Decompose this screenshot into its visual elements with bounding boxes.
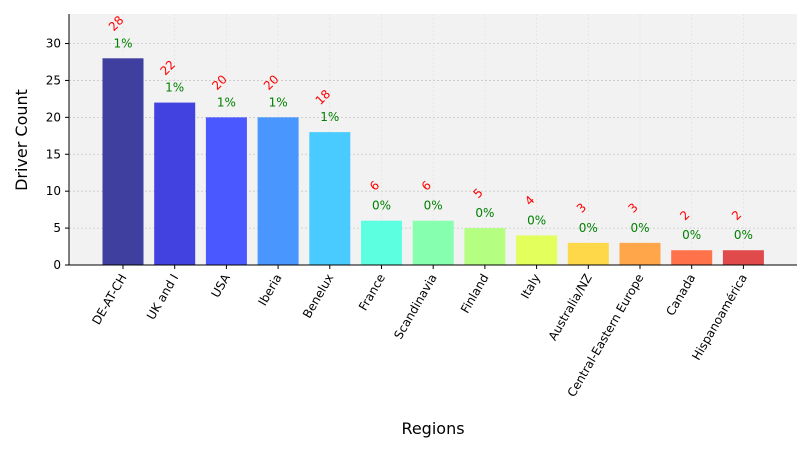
y-tick-label: 10 bbox=[46, 184, 61, 198]
percent-label: 0% bbox=[527, 213, 546, 227]
y-ticks-group: 0 5 10 15 20 25 30 bbox=[46, 37, 69, 272]
bar bbox=[722, 250, 764, 265]
x-axis-title: Regions bbox=[401, 419, 464, 438]
x-tick-label: Scandinavia bbox=[391, 272, 440, 342]
x-tick-label: Finland bbox=[458, 272, 492, 316]
y-tick-label: 15 bbox=[46, 147, 61, 161]
x-tick-label: UK and I bbox=[144, 272, 181, 323]
percent-label: 1% bbox=[320, 110, 339, 124]
y-tick-label: 20 bbox=[46, 110, 61, 124]
percent-label: 0% bbox=[424, 199, 443, 213]
y-tick-label: 0 bbox=[53, 258, 61, 272]
bar bbox=[671, 250, 713, 265]
x-tick-label: DE-AT-CH bbox=[89, 272, 129, 328]
x-tick-label: Canada bbox=[663, 272, 698, 319]
x-tick-label: Benelux bbox=[300, 272, 336, 321]
bar bbox=[102, 58, 144, 266]
percent-label: 0% bbox=[682, 228, 701, 242]
x-ticks-group: DE-AT-CH UK and I USA Iberia Benelux France Sc… bbox=[89, 265, 750, 399]
bar bbox=[464, 228, 506, 265]
y-tick-label: 5 bbox=[53, 221, 61, 235]
bar bbox=[516, 235, 558, 265]
x-tick-label: Iberia bbox=[255, 272, 284, 309]
bar bbox=[205, 117, 247, 266]
bars-group bbox=[102, 58, 764, 266]
percent-label: 0% bbox=[475, 206, 494, 220]
percent-label: 1% bbox=[217, 95, 236, 109]
bar bbox=[257, 117, 299, 266]
percent-label: 0% bbox=[734, 228, 753, 242]
x-tick-label: France bbox=[356, 272, 388, 314]
bar bbox=[412, 220, 454, 265]
x-tick-label: Italy bbox=[518, 272, 543, 302]
bar bbox=[619, 242, 661, 265]
y-axis-title: Driver Count bbox=[12, 89, 31, 191]
y-tick-label: 25 bbox=[46, 73, 61, 87]
x-tick-label: Australia/NZ bbox=[546, 272, 595, 343]
bar bbox=[309, 132, 351, 265]
percent-label: 1% bbox=[113, 36, 132, 50]
percent-label: 0% bbox=[579, 221, 598, 235]
percent-label: 0% bbox=[630, 221, 649, 235]
percent-label: 1% bbox=[165, 81, 184, 95]
bar bbox=[361, 220, 402, 265]
bar bbox=[154, 102, 196, 266]
percent-label: 0% bbox=[372, 199, 391, 213]
bar bbox=[567, 242, 609, 265]
y-tick-label: 30 bbox=[46, 37, 61, 51]
x-tick-label: Hispanoamérica bbox=[689, 272, 750, 363]
percent-label: 1% bbox=[269, 95, 288, 109]
x-tick-label: USA bbox=[208, 271, 233, 300]
